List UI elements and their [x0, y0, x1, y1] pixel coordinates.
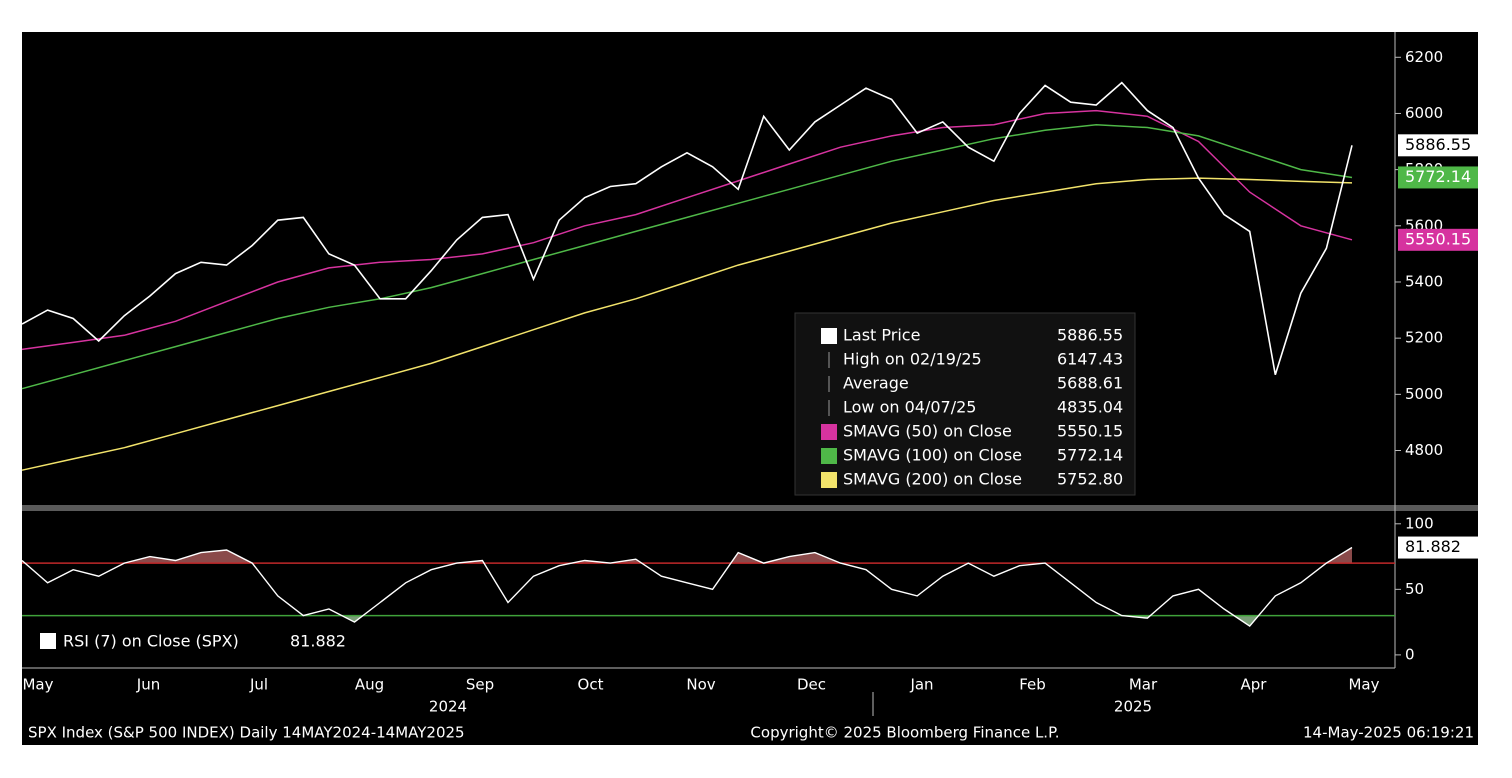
rsi-legend-swatch — [40, 633, 56, 649]
legend-value: 4835.04 — [1057, 398, 1123, 417]
rsi-legend-value: 81.882 — [290, 632, 346, 651]
x-tick-label: Nov — [686, 676, 715, 694]
x-tick-label: Dec — [797, 676, 826, 694]
rsi-line — [21, 546, 1353, 628]
legend-label: High on 02/19/25 — [843, 350, 982, 369]
y-tick-label: 6000 — [1405, 104, 1443, 122]
price-tag — [1398, 228, 1478, 251]
footer-right: 14-May-2025 06:19:21 — [1303, 724, 1474, 742]
x-tick-label: Jun — [136, 676, 160, 694]
x-tick-label: Sep — [466, 676, 494, 694]
x-tick-label: Feb — [1019, 676, 1046, 694]
y-tick-label: 5000 — [1405, 385, 1443, 403]
footer-left: SPX Index (S&P 500 INDEX) Daily 14MAY202… — [28, 724, 465, 742]
x-tick-label: Aug — [355, 676, 384, 694]
legend-value: 5772.14 — [1057, 446, 1123, 465]
legend-value: 5752.80 — [1057, 470, 1123, 489]
price-tag-label: 5886.55 — [1405, 135, 1471, 154]
x-tick-label: Jan — [909, 676, 933, 694]
footer-center: Copyright© 2025 Bloomberg Finance L.P. — [750, 724, 1059, 742]
legend-box — [794, 312, 1136, 496]
legend-label: SMAVG (50) on Close — [843, 422, 1012, 441]
legend-swatch — [821, 424, 837, 440]
legend-label: SMAVG (100) on Close — [843, 446, 1022, 465]
moving-average — [21, 109, 1353, 351]
y-tick-label: 6200 — [1405, 48, 1443, 66]
legend-label: Low on 04/07/25 — [843, 398, 976, 417]
x-tick-label: May — [22, 676, 53, 694]
rsi-legend-box — [28, 626, 358, 656]
rsi-tick-label: 0 — [1405, 645, 1415, 663]
price-tag — [1398, 166, 1478, 189]
x-tick-label: Oct — [578, 676, 604, 694]
legend-label: Average — [843, 374, 909, 393]
price-tag-label: 5772.14 — [1405, 167, 1471, 186]
price-tag — [1398, 134, 1478, 157]
moving-average — [21, 177, 1353, 471]
legend-swatch — [821, 448, 837, 464]
rsi-tick-label: 100 — [1405, 514, 1434, 532]
legend-value: 5886.55 — [1057, 326, 1123, 345]
x-tick-label: May — [1348, 676, 1379, 694]
legend-value: 5550.15 — [1057, 422, 1123, 441]
y-tick-label: 4800 — [1405, 441, 1443, 459]
rsi-tick-label: 50 — [1405, 580, 1424, 598]
price-tag-label: 5550.15 — [1405, 229, 1471, 248]
year-label: 2024 — [429, 698, 467, 716]
year-label: 2025 — [1114, 698, 1152, 716]
rsi-tag-label: 81.882 — [1405, 537, 1461, 556]
legend-value: 6147.43 — [1057, 350, 1123, 369]
legend-swatch — [821, 472, 837, 488]
rsi-overbought-fill — [22, 547, 1352, 564]
panel-divider — [22, 505, 1478, 511]
legend-label: SMAVG (200) on Close — [843, 470, 1022, 489]
x-tick-label: Mar — [1129, 676, 1158, 694]
rsi-tag — [1398, 536, 1478, 559]
price-line — [21, 81, 1353, 375]
legend-label: Last Price — [843, 326, 920, 345]
x-tick-label: Jul — [249, 676, 268, 694]
rsi-oversold-fill — [22, 615, 1352, 627]
y-tick-label: 5200 — [1405, 329, 1443, 347]
y-tick-label: 5400 — [1405, 272, 1443, 290]
moving-average — [21, 123, 1353, 390]
legend-value: 5688.61 — [1057, 374, 1123, 393]
rsi-legend-label: RSI (7) on Close (SPX) — [63, 632, 239, 651]
x-tick-label: Apr — [1241, 676, 1268, 694]
legend-swatch — [821, 328, 837, 344]
